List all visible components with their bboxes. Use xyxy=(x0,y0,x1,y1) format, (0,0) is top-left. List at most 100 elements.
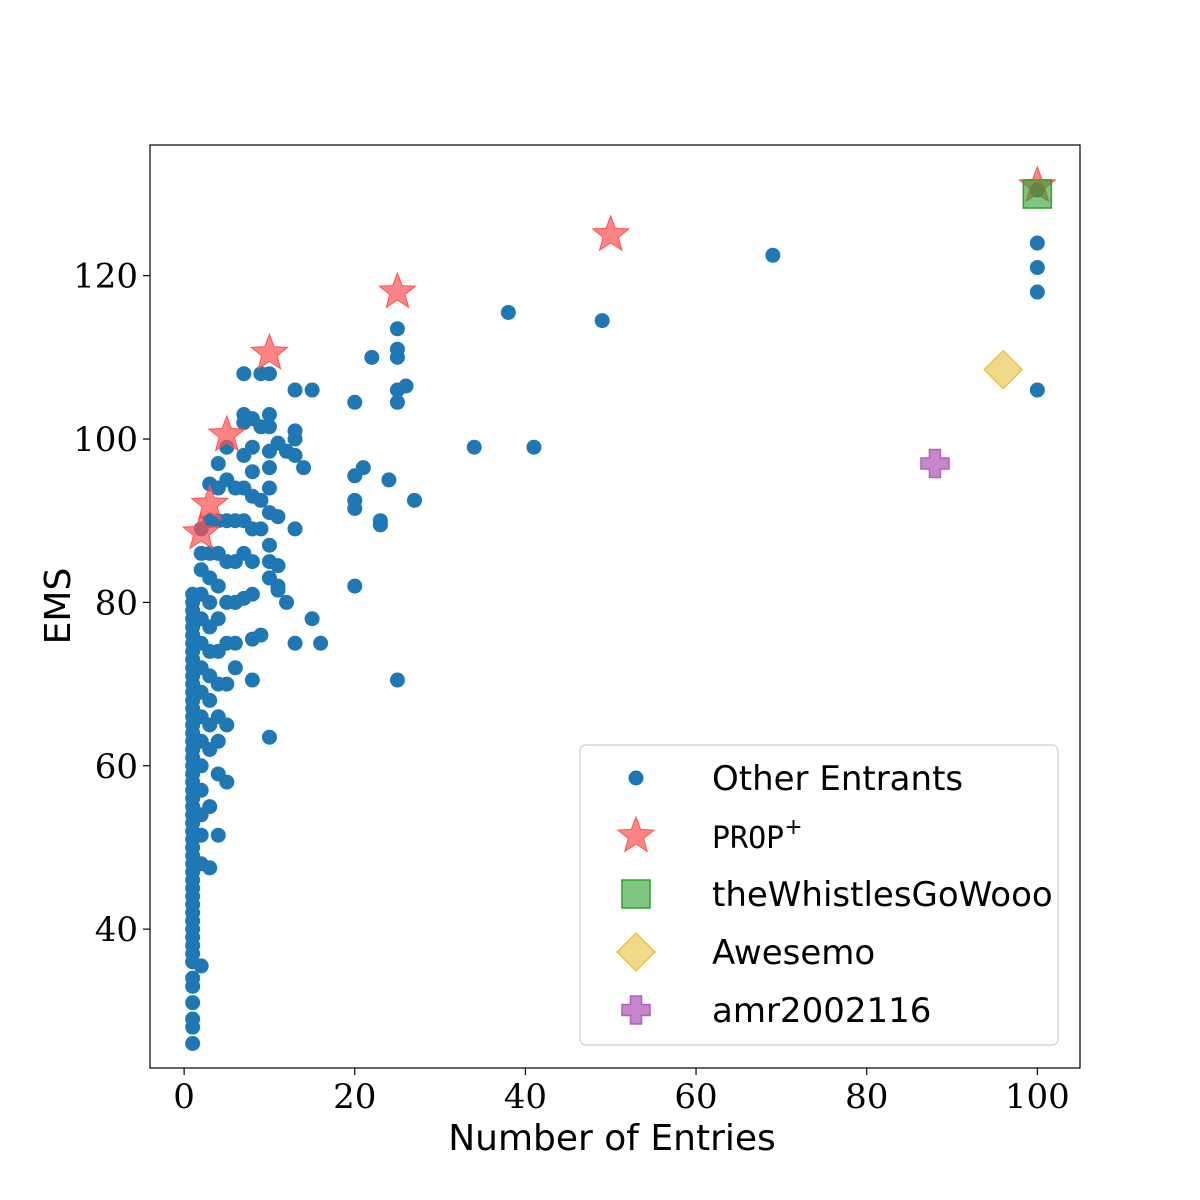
x-tick-label: 40 xyxy=(504,1077,547,1117)
data-point xyxy=(202,799,218,815)
x-axis: 0 20 40 60 80 100 xyxy=(173,1068,1070,1117)
x-axis-label: Number of Entries xyxy=(448,1118,776,1159)
series-thewhistlesgowooo xyxy=(1022,179,1053,209)
y-tick-label: 60 xyxy=(95,747,138,787)
data-point xyxy=(202,594,218,610)
data-point xyxy=(193,758,209,774)
legend-marker xyxy=(628,770,644,786)
series-amr2002116 xyxy=(920,448,950,479)
data-point xyxy=(378,271,417,309)
legend-item: amr2002116 xyxy=(621,991,931,1031)
data-point xyxy=(287,447,303,463)
data-point xyxy=(287,382,303,398)
data-point xyxy=(210,578,226,594)
legend-marker xyxy=(616,815,656,853)
data-point xyxy=(381,472,397,488)
y-tick-label: 120 xyxy=(73,257,138,297)
data-point xyxy=(398,378,414,394)
x-tick-label: 20 xyxy=(333,1077,376,1117)
legend-item: theWhistlesGoWooo xyxy=(621,875,1053,915)
data-point xyxy=(253,492,269,508)
y-tick-label: 40 xyxy=(95,910,138,950)
data-point xyxy=(261,460,277,476)
data-point xyxy=(1029,382,1045,398)
plot-frame xyxy=(149,144,1081,1069)
data-point xyxy=(466,439,482,455)
data-point xyxy=(983,349,1024,390)
data-point xyxy=(287,521,303,537)
data-point xyxy=(244,672,260,688)
data-point xyxy=(236,366,252,382)
data-point xyxy=(185,1011,201,1027)
data-point xyxy=(250,332,289,370)
data-point xyxy=(406,492,422,508)
data-point xyxy=(219,774,235,790)
data-point xyxy=(1029,235,1045,251)
data-point xyxy=(500,304,516,320)
data-point xyxy=(261,407,277,423)
data-point xyxy=(219,676,235,692)
data-point xyxy=(261,366,277,382)
data-point xyxy=(270,558,286,574)
data-point xyxy=(347,578,363,594)
data-point xyxy=(261,480,277,496)
data-point xyxy=(202,860,218,876)
y-tick-label: 100 xyxy=(73,420,138,460)
data-marks xyxy=(181,165,1057,1051)
data-point xyxy=(202,692,218,708)
data-point xyxy=(347,492,363,508)
data-point xyxy=(244,464,260,480)
legend-label: Awesemo xyxy=(712,933,875,973)
data-point xyxy=(244,439,260,455)
data-point xyxy=(210,827,226,843)
data-point xyxy=(389,321,405,337)
data-point xyxy=(364,349,380,365)
data-point xyxy=(591,214,631,252)
data-point xyxy=(190,483,230,521)
data-point xyxy=(594,313,610,329)
data-point xyxy=(313,635,329,651)
data-point xyxy=(227,635,243,651)
x-tick-label: 0 xyxy=(173,1077,195,1117)
data-point xyxy=(355,460,371,476)
data-point xyxy=(181,512,221,550)
data-point xyxy=(304,611,320,627)
data-point xyxy=(253,521,269,537)
legend-item: Awesemo xyxy=(615,931,875,973)
data-point xyxy=(185,995,201,1011)
data-point xyxy=(389,341,405,357)
data-point xyxy=(1029,260,1045,276)
y-axis-label: EMS xyxy=(38,568,79,645)
y-axis: 40 60 80 100 120 xyxy=(73,257,150,950)
data-point xyxy=(279,594,295,610)
x-tick-label: 100 xyxy=(1005,1077,1070,1117)
x-tick-label: 80 xyxy=(845,1077,888,1117)
legend-label: Other Entrants xyxy=(712,759,963,799)
legend-marker xyxy=(621,879,651,909)
data-point xyxy=(526,439,542,455)
series-awesemo xyxy=(983,349,1024,390)
data-point xyxy=(193,782,209,798)
series-other-entrants xyxy=(185,182,1045,1051)
data-point xyxy=(210,733,226,749)
data-point xyxy=(185,970,201,986)
data-point xyxy=(261,419,277,435)
data-point xyxy=(372,513,388,529)
data-point xyxy=(296,460,312,476)
legend-marker xyxy=(621,995,651,1025)
data-point xyxy=(389,672,405,688)
data-point xyxy=(270,578,286,594)
data-point xyxy=(270,509,286,525)
data-point xyxy=(210,456,226,472)
x-tick-label: 60 xyxy=(674,1077,717,1117)
data-point xyxy=(253,627,269,643)
legend-box xyxy=(579,744,1059,1046)
data-point xyxy=(1022,179,1053,209)
data-point xyxy=(185,1035,201,1051)
data-point xyxy=(244,586,260,602)
legend: Other EntrantsPROP+theWhistlesGoWoooAwes… xyxy=(579,744,1059,1046)
legend-marker xyxy=(615,931,657,973)
data-point xyxy=(210,611,226,627)
data-point xyxy=(1029,284,1045,300)
